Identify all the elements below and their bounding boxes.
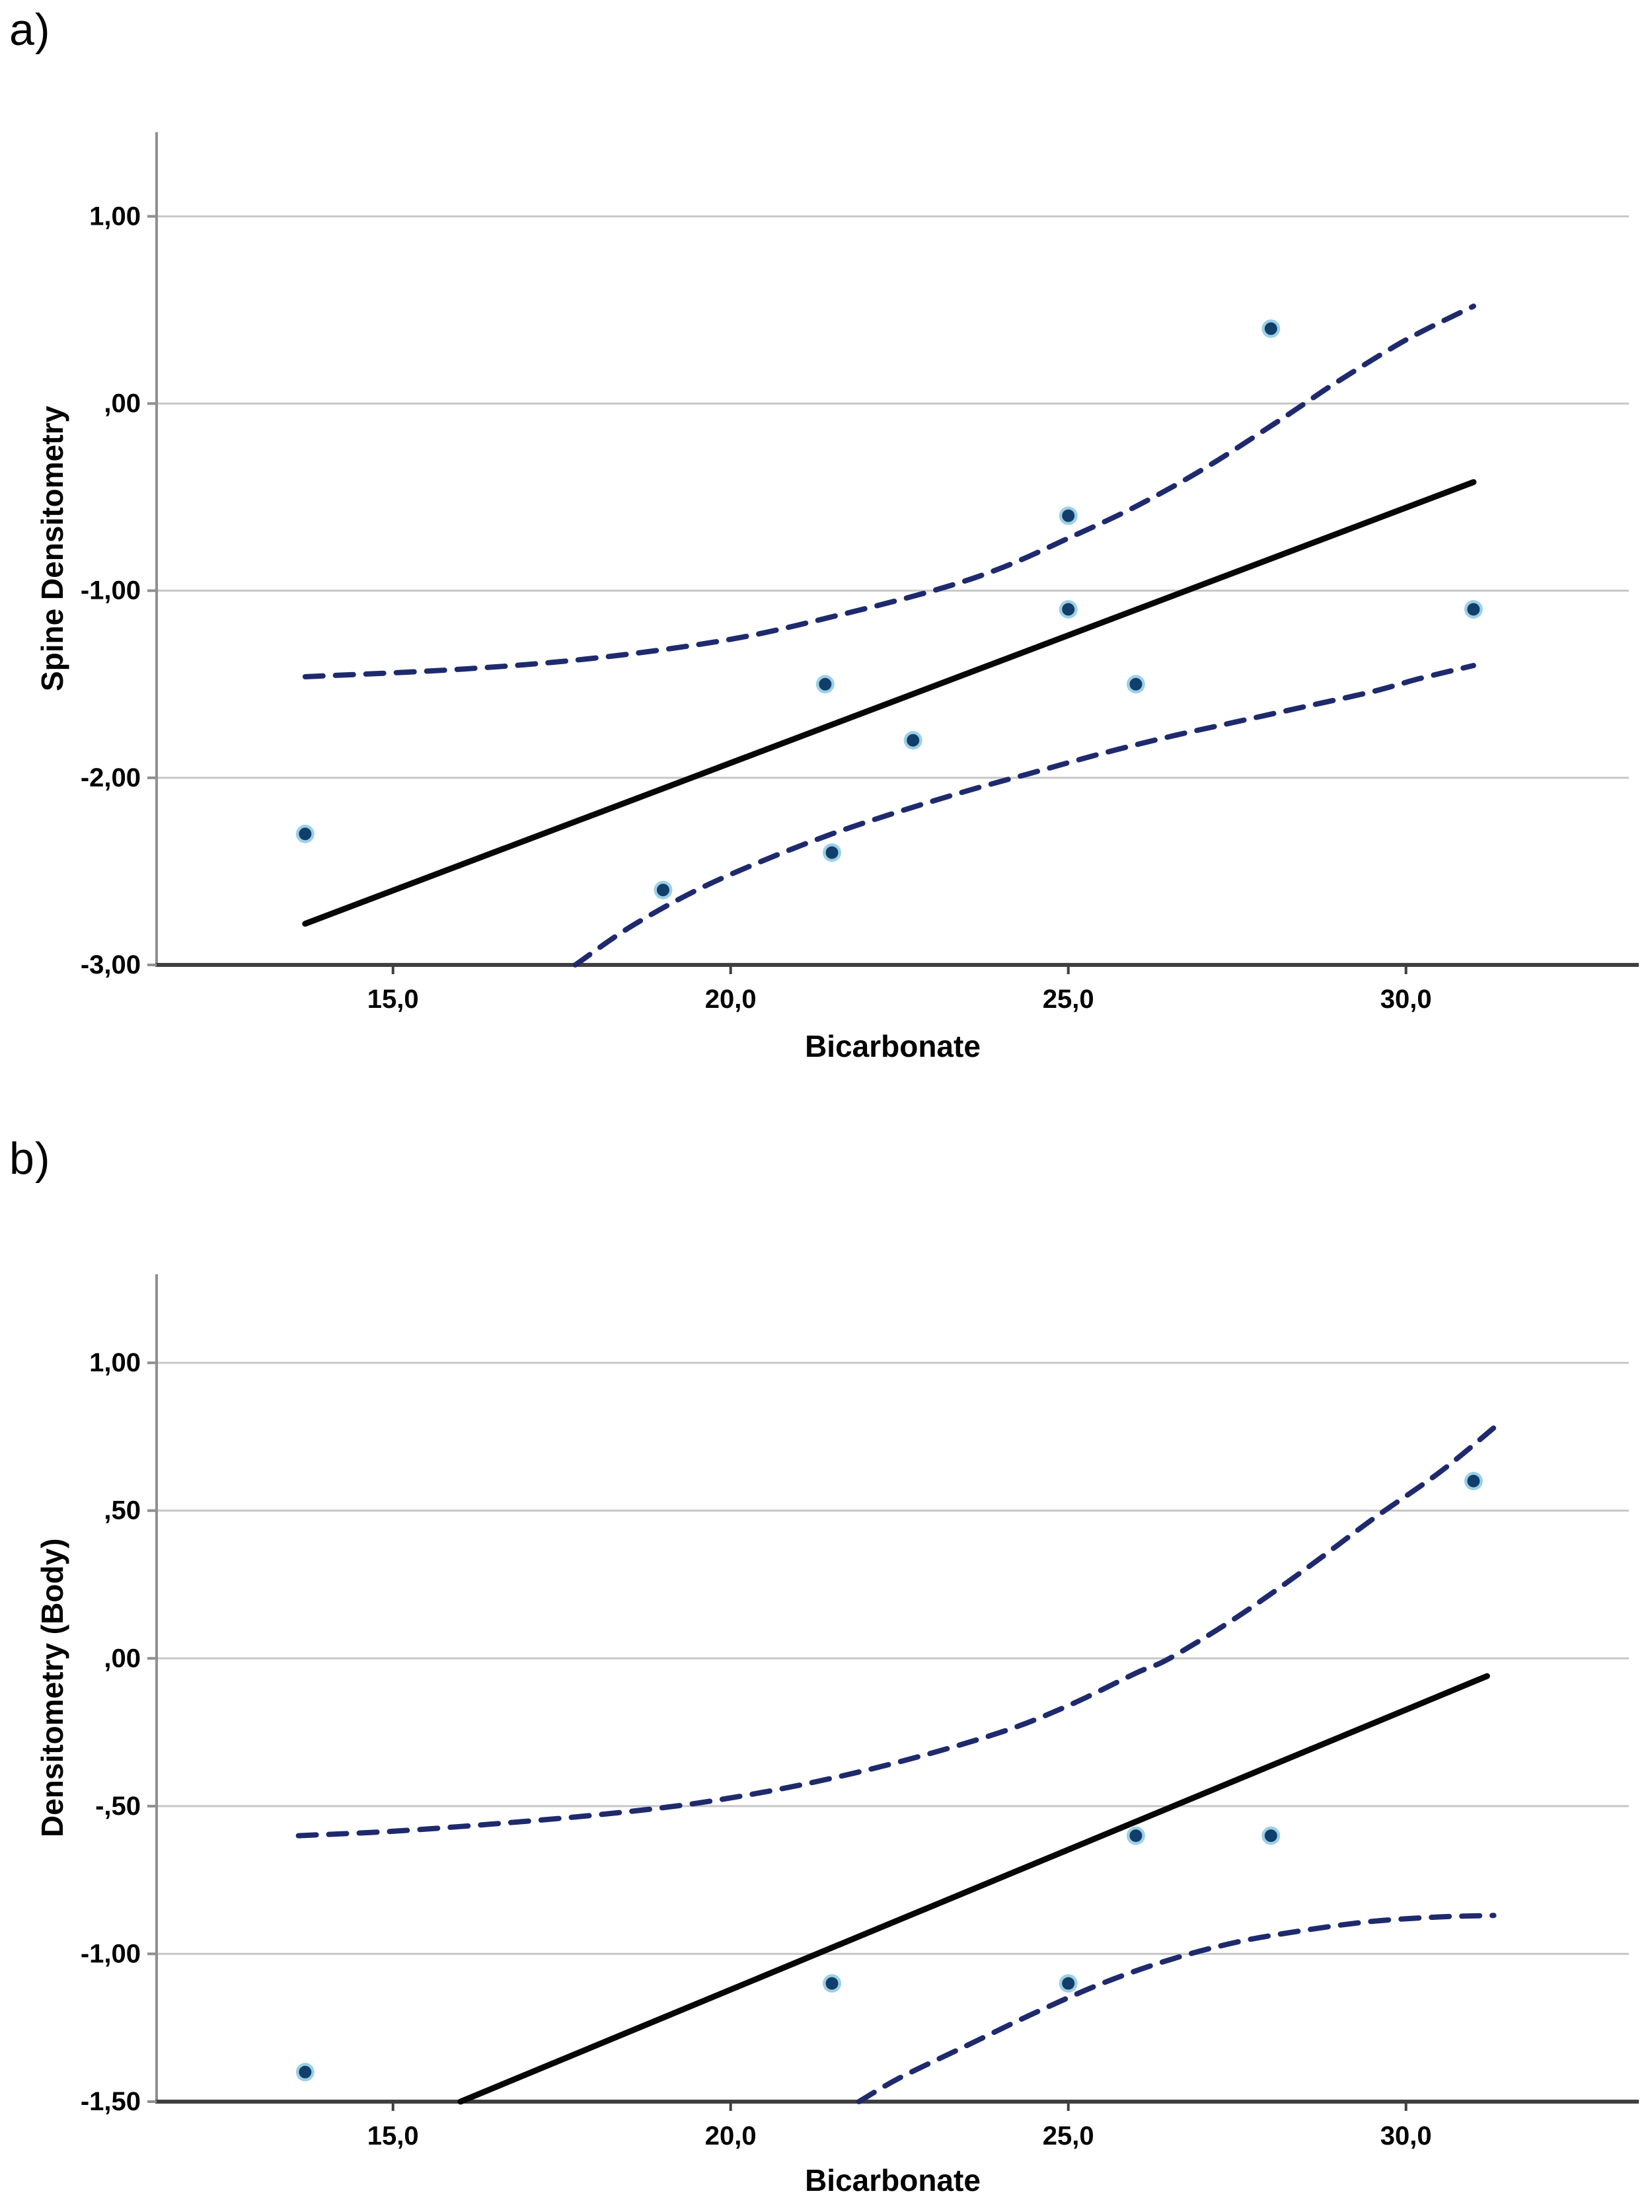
y-tick-label: ,00 [104,1644,141,1673]
ci-upper-curve [295,1425,1497,1839]
data-point [1062,603,1075,616]
x-tick-label: 30,0 [1380,2121,1432,2151]
data-point [819,677,832,691]
panel-a-x-axis-title: Bicarbonate [805,1029,981,1063]
x-tick-label: 15,0 [367,985,419,1014]
x-tick-label: 20,0 [705,2121,757,2151]
data-point [299,2065,312,2079]
data-point [299,827,312,841]
data-point [1467,1474,1480,1488]
data-point [825,846,839,859]
data-point [825,1977,839,1990]
data-point [1264,1829,1277,1843]
ci-upper-curve [302,303,1476,679]
panel-a: a) Spine Densitometry 1,00,00 -1,00 -2,00-… [0,0,1652,1090]
ci-lower-curve [856,1913,1497,2104]
x-tick-label: 20,0 [705,985,757,1014]
regression-line [302,479,1477,927]
data-point [657,884,669,897]
panel-a-scatter-plot: 1,00 ,00 -1,00 -2,00 -3,00 15,0 20,0 25,0 30,0 [81,132,1639,1014]
panel-b-x-axis-title: Bicarbonate [805,2163,981,2197]
x-tick-label: 30,0 [1380,985,1432,1014]
panel-b-scatter-plot: 1,00 ,50 ,00 -,50 -1,00 -1,50 15,0 20,0 25,0 30,0 [81,1274,1639,2151]
data-point [907,734,920,747]
y-tick-label: -2,00 [81,763,141,792]
y-tick-label: 1,00 [89,1348,141,1377]
y-tick-label: -,50 [95,1792,141,1821]
y-tick-label: -1,50 [81,2087,141,2116]
y-tick-label: ,00 [104,389,141,418]
regression-line [457,1673,1490,2105]
y-tick-label: ,50 [104,1496,141,1525]
data-point [1264,322,1277,335]
y-tick-label: -1,00 [81,576,141,605]
y-tick-label: 1,00 [89,202,141,231]
data-point [1129,1829,1143,1843]
x-tick-label: 25,0 [1043,2121,1094,2151]
data-point [1129,677,1143,691]
x-tick-label: 15,0 [367,2121,419,2151]
y-tick-label: -3,00 [81,950,141,979]
panel-b: b) Densitometry (Body) 1,00,50,00 -,50 -1,… [0,1090,1652,2212]
x-tick-label: 25,0 [1043,985,1094,1014]
data-point [1467,603,1480,616]
ci-lower-curve [572,663,1476,968]
y-tick-label: -1,00 [81,1939,141,1968]
panel-a-letter: a) [9,5,51,55]
data-point [1062,1977,1075,1990]
data-point [1062,509,1075,522]
panel-b-letter: b) [9,1133,51,1184]
